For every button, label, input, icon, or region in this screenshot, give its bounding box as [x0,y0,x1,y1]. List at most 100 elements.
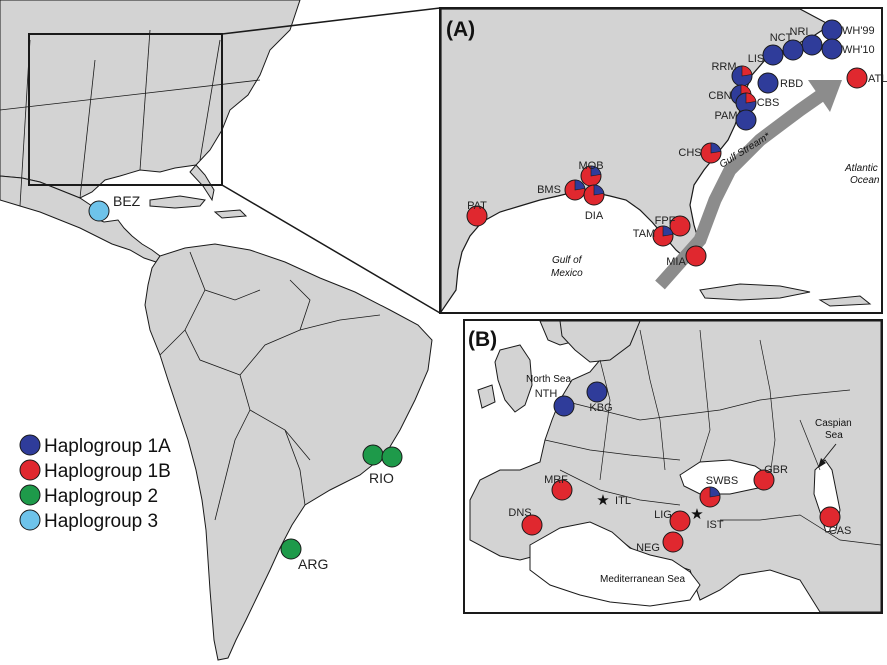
panel-b-site-mrf: MRF [544,474,573,501]
legend-label-1b: Haplogroup 1B [44,461,171,482]
panel-a-site-mob-label: MOB [578,160,603,172]
panel-a-site-atl-label: ATL [868,73,887,85]
legend-label-3: Haplogroup 3 [44,511,158,532]
panel-b-site-lig-marker [669,510,691,532]
panel-a-site-pat: PAT [466,200,488,227]
panel-b-caspian-label-1: Caspian [815,418,852,429]
panel-a-site-rbd: RBD [757,72,803,94]
site-rio-marker-a [362,444,384,466]
panel-a-site-atl-marker [846,67,868,89]
panel-a-site-mia-marker [685,245,707,267]
panel-b-site-gbr: GBR [753,464,788,491]
panel-a-site-pam-marker [735,109,757,131]
legend-swatch-3 [19,509,41,531]
panel-a-site-wh99: WH'99 [821,19,875,41]
panel-a-site-nct: NCT [770,32,804,61]
panel-a-site-cbn-label: CBN [708,90,731,102]
legend-swatch-2 [19,484,41,506]
panel-a-site-nct-label: NCT [770,32,793,44]
panel-a-site-wh10: WH'10 [821,38,875,60]
panel-a-site-lis-marker [762,44,784,66]
panel-b-site-swbs: SWBS [699,475,738,508]
legend-item-3: Haplogroup 3 [19,509,158,532]
panel-a-site-cbn-wedge [740,84,752,96]
panel-a-site-lis: LIS [748,44,784,66]
panel-b-site-lig-label: LIG [654,509,672,521]
panel-b-borders [544,329,881,546]
panel-b-site-dns-marker [521,514,543,536]
legend-item-1a: Haplogroup 1A [19,434,171,457]
site-bez: BEZ [88,193,141,222]
panel-a-site-fpf: FPF [655,215,691,237]
panel-a-site-nri-marker [801,34,823,56]
site-rio-label: RIO [369,470,394,486]
panel-a-site-rbd-marker [757,72,779,94]
panel-a-site-mia: MIA [666,245,707,268]
panel-a-site-mia-label: MIA [666,256,686,268]
legend-item-2: Haplogroup 2 [19,484,158,507]
panel-a-site-wh99-label: WH'99 [842,25,875,37]
site-rio-marker-b [381,446,403,468]
panel-b-europe-land [469,321,881,612]
panel-a-site-pam: PAM [714,109,757,131]
panel-b-site-dns: DNS [508,507,543,536]
panel-a-islands [699,283,872,307]
legend-label-2: Haplogroup 2 [44,486,158,507]
panel-a-site-fpf-label: FPF [655,215,676,227]
panel-b-site-cas-marker [819,506,841,528]
site-bez-marker [88,200,110,222]
panel-b-site-ist-star-icon: ★ [690,506,703,523]
panel-a-site-pat-marker [466,205,488,227]
panel-b-mediterranean [529,521,701,607]
florida-land [189,164,215,202]
panel-b-site-mrf-marker [551,479,573,501]
panel-b-site-mrf-label: MRF [544,474,568,486]
panel-b-site-itl-label: ITL [615,495,631,507]
panel-b-site-gbr-marker [753,469,775,491]
panel-a-site-rrm-wedge [741,65,753,77]
panel-a-site-lis-label: LIS [748,53,765,65]
panel-a-site-bms-label: BMS [537,184,561,196]
panel-b-site-itl-star-icon: ★ [596,492,609,509]
panel-b-site-swbs-label: SWBS [706,475,738,487]
panel-b-site-ist: ★IST [690,506,724,531]
south-america-land [144,243,433,661]
connector-line-bottom [221,184,441,314]
panel-a-site-dia-label: DIA [585,210,604,222]
panel-a-site-fpf-marker [669,215,691,237]
panel-b-site-nth: NTH [535,388,575,417]
panel-a-site-tam-wedge [662,225,674,237]
panel-a-site-rbd-label: RBD [780,78,803,90]
americas-map [0,0,441,661]
site-arg-label: ARG [298,556,328,572]
panel-a-site-mob-wedge [590,165,602,177]
panel-a-letter: (A) [446,18,475,41]
panel-a-site-bms: BMS [537,179,586,201]
panel-b-site-itl: ★ ITL [596,492,631,509]
panel-b-site-nth-label: NTH [535,388,558,400]
panel-a-site-wh99-marker [821,19,843,41]
panel-b-site-swbs-wedge [709,486,721,498]
panel-a-gulf-label-2: Mexico [551,268,583,279]
panel-a-site-nri-label: NRI [790,26,809,38]
americas-sites: BEZ RIO ARG [88,193,403,572]
panel-b-mediterranean-label: Mediterranean Sea [600,574,685,585]
panel-b-site-cas-label: CAS [829,525,852,537]
panel-a-site-cbs: CBS [735,92,779,114]
connector-line-top [221,7,441,35]
panel-b-site-neg: NEG [636,531,684,554]
panel-a: (A) Gulf Stream* Atlantic Ocean Gulf of … [439,7,887,314]
panel-b-site-neg-marker [662,531,684,553]
panel-a-site-atl: ATL [846,67,887,89]
legend: Haplogroup 1A Haplogroup 1B Haplogroup 2… [19,434,171,532]
panel-b-site-kbg-marker [586,381,608,403]
panel-b-britain [477,344,533,413]
panel-a-atlantic-label-1: Atlantic [844,163,878,174]
site-bez-label: BEZ [113,193,141,209]
legend-label-1a: Haplogroup 1A [44,436,171,457]
legend-item-1b: Haplogroup 1B [19,459,171,482]
gulf-stream-arrowhead [808,80,842,112]
panel-a-site-pat-label: PAT [467,200,487,212]
